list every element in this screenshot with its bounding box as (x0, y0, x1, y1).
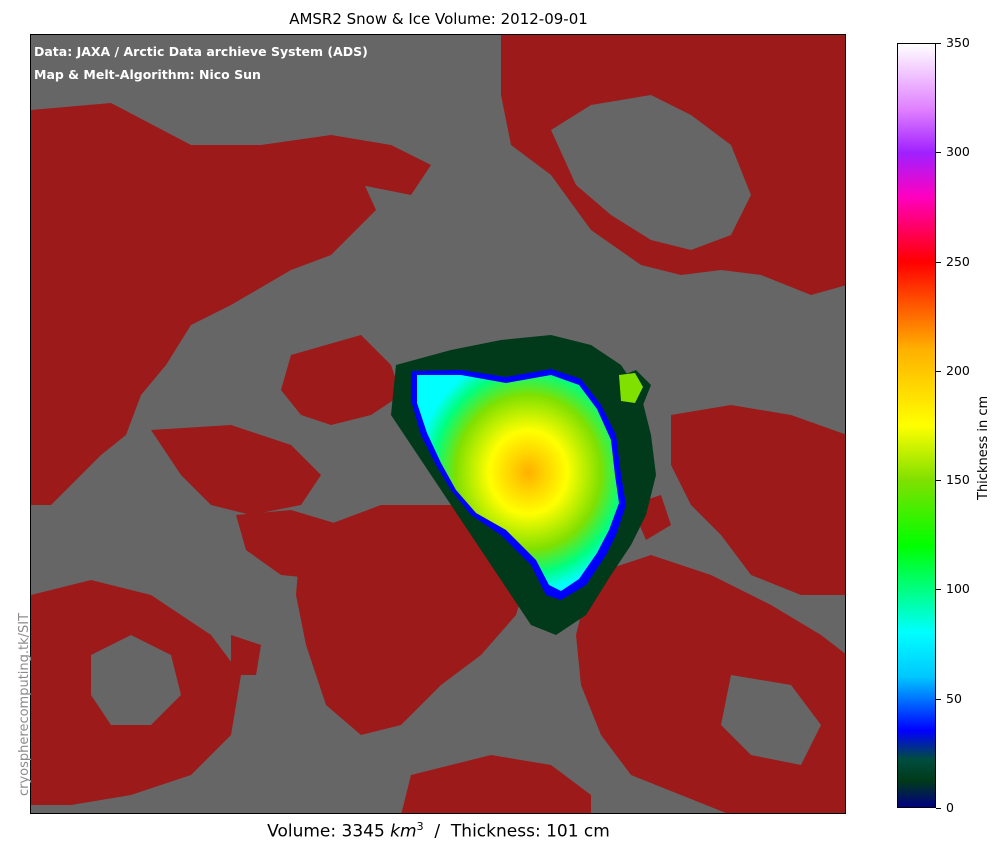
land-masses (31, 35, 845, 813)
volume-thickness-summary: Volume: 3345 km3 / Thickness: 101 cm (30, 820, 847, 842)
colorbar-tick (936, 699, 941, 700)
arctic-map: Data: JAXA / Arctic Data archieve System… (30, 34, 846, 814)
volume-label: Volume: 3345 (267, 821, 391, 842)
colorbar-label: Thickness in cm (976, 395, 991, 500)
chart-title: AMSR2 Snow & Ice Volume: 2012-09-01 (289, 10, 588, 28)
colorbar-tick-label: 100 (946, 581, 970, 596)
colorbar-tick (936, 589, 941, 590)
thickness-label: / Thickness: 101 cm (423, 821, 610, 842)
colorbar-tick-label: 50 (946, 691, 962, 706)
colorbar-tick (936, 480, 941, 481)
colorbar-tick-label: 300 (946, 144, 970, 159)
colorbar-tick (936, 808, 941, 809)
colorbar-tick (936, 371, 941, 372)
colorbar-tick-label: 200 (946, 363, 970, 378)
sea-ice (391, 335, 656, 635)
credit-data-source: Data: JAXA / Arctic Data archieve System… (34, 44, 368, 59)
colorbar-tick (936, 43, 941, 44)
map-canvas: Data: JAXA / Arctic Data archieve System… (31, 35, 845, 813)
colorbar-tick-label: 0 (946, 800, 954, 815)
colorbar-tick-label: 150 (946, 472, 970, 487)
colorbar-tick (936, 152, 941, 153)
volume-unit: km (390, 821, 417, 842)
watermark-url: cryospherecomputing.tk/SIT (17, 612, 32, 796)
credit-algorithm: Map & Melt-Algorithm: Nico Sun (34, 67, 261, 82)
colorbar-tick (936, 262, 941, 263)
volume-exponent: 3 (416, 820, 424, 833)
colorbar-tick-label: 350 (946, 35, 970, 50)
colorbar-tick-label: 250 (946, 254, 970, 269)
colorbar (897, 43, 936, 808)
